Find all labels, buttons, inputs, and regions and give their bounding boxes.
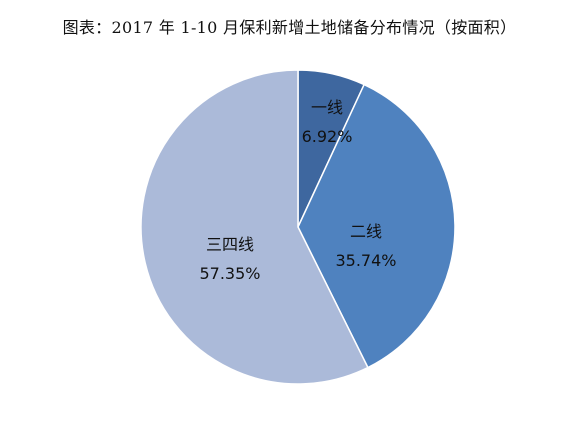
pie-labels: 一线 6.92% 二线 35.74% 三四线 57.35%	[199, 98, 396, 283]
slice-category-label-tier2: 二线	[350, 222, 382, 241]
pie-slice-tier3-4	[140, 69, 369, 385]
slice-category-label-tier1: 一线	[311, 98, 343, 117]
slice-category-label-tier3-4: 三四线	[206, 235, 254, 254]
slice-value-label-tier1: 6.92%	[302, 127, 353, 146]
slice-value-label-tier2: 35.74%	[335, 251, 396, 270]
pie-slice-tier2	[297, 83, 456, 369]
chart-title: 图表：2017 年 1-10 月保利新增土地储备分布情况（按面积）	[62, 18, 517, 37]
slice-value-label-tier3-4: 57.35%	[199, 264, 260, 283]
pie-slices	[140, 69, 456, 385]
